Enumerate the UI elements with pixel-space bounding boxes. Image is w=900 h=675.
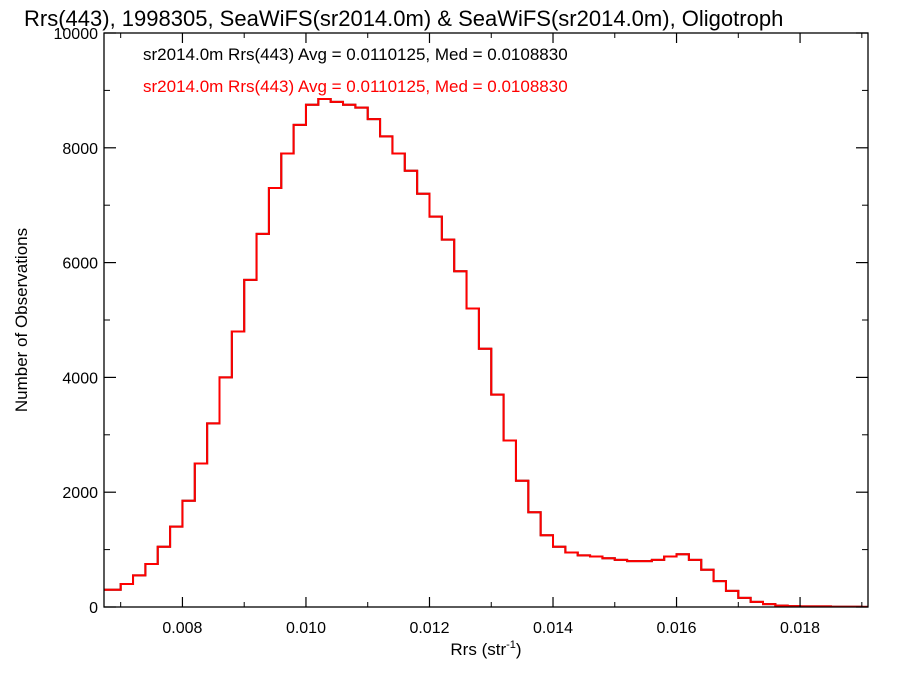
stats-annotation-black: sr2014.0m Rrs(443) Avg = 0.0110125, Med … [143, 45, 568, 64]
y-tick-label: 4000 [62, 370, 98, 387]
y-tick-label: 2000 [62, 485, 98, 502]
y-tick-label: 10000 [54, 26, 99, 43]
histogram-series-2 [104, 98, 868, 607]
y-tick-label: 0 [89, 600, 98, 617]
x-axis-label: Rrs (str-1) [450, 639, 521, 659]
x-tick-label: 0.014 [533, 620, 573, 637]
y-tick-label: 8000 [62, 141, 98, 158]
stats-annotation-red: sr2014.0m Rrs(443) Avg = 0.0110125, Med … [143, 77, 568, 96]
histogram-series-1 [104, 98, 868, 607]
x-tick-label: 0.012 [409, 620, 449, 637]
x-tick-label: 0.016 [657, 620, 697, 637]
x-tick-label: 0.010 [286, 620, 326, 637]
y-tick-label: 6000 [62, 256, 98, 273]
x-tick-label: 0.018 [780, 620, 820, 637]
plot-frame [103, 32, 869, 608]
y-axis-label: Number of Observations [12, 228, 31, 412]
chart-title: Rrs(443), 1998305, SeaWiFS(sr2014.0m) & … [24, 6, 783, 31]
x-tick-label: 0.008 [162, 620, 202, 637]
